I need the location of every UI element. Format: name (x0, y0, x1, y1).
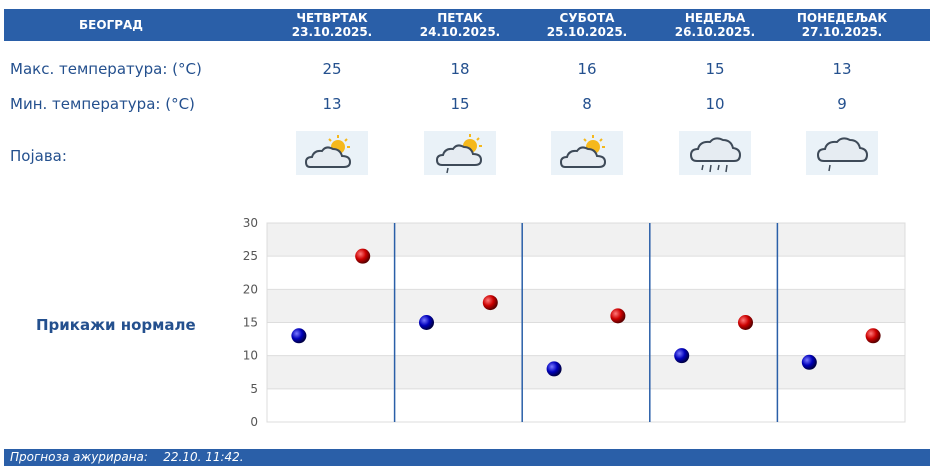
rain-cloud-icon (679, 131, 751, 175)
min-temp-point (801, 354, 817, 370)
max-temp-label: Макс. температура: (°C) (10, 60, 202, 78)
day-name: НЕДЕЉА (684, 11, 746, 25)
day-name: ЧЕТВРТАК (296, 11, 368, 25)
y-tick-label: 30 (243, 216, 258, 230)
day-date: 26.10.2025. (674, 25, 756, 39)
max-temp-point (355, 248, 371, 264)
max-temp-value: 15 (705, 60, 725, 78)
grid-band (267, 355, 905, 389)
min-temp-value: 13 (322, 95, 342, 113)
partly-cloudy-icon (551, 131, 623, 175)
min-temp-value: 15 (450, 95, 470, 113)
show-normals-link[interactable]: Прикажи нормале (36, 316, 196, 334)
day-date: 23.10.2025. (291, 25, 373, 39)
min-temp-value: 10 (705, 95, 725, 113)
grid-band (267, 289, 905, 323)
max-temp-value: 16 (577, 60, 597, 78)
day-name: ПОНЕДЕЉАК (796, 11, 888, 25)
grid-band (267, 388, 905, 422)
day-header-1: ЧЕТВРТАК 23.10.2025. (277, 9, 387, 41)
day-name: ПЕТАК (437, 11, 483, 25)
partly-cloudy-icon (296, 131, 368, 175)
y-tick-label: 25 (243, 249, 258, 263)
max-temp-point (865, 328, 881, 344)
day-name: СУБОТА (559, 11, 615, 25)
day-date: 25.10.2025. (546, 25, 628, 39)
y-tick-label: 5 (250, 382, 258, 396)
day-date: 27.10.2025. (801, 25, 883, 39)
max-temp-point (738, 315, 753, 330)
day-date: 24.10.2025. (419, 25, 501, 39)
drizzle-cloud-icon (806, 131, 878, 175)
header-bar (4, 9, 930, 41)
phenomenon-label: Појава: (10, 147, 67, 165)
max-temp-value: 25 (322, 60, 342, 78)
day-header-2: ПЕТАК 24.10.2025. (405, 9, 515, 41)
y-tick-label: 0 (250, 415, 258, 429)
update-time: 22.10. 11:42. (163, 450, 244, 464)
grid-band (267, 322, 905, 356)
min-temp-value: 8 (582, 95, 592, 113)
min-temp-point (419, 315, 434, 330)
min-temp-point (546, 361, 562, 377)
y-tick-label: 20 (243, 282, 258, 296)
min-temp-value: 9 (837, 95, 847, 113)
day-header-3: СУБОТА 25.10.2025. (532, 9, 642, 41)
y-tick-label: 15 (243, 316, 258, 330)
update-footer: Прогноза ажурирана: 22.10. 11:42. (4, 449, 930, 466)
update-label: Прогноза ажурирана: (10, 450, 148, 464)
min-temp-point (674, 348, 690, 364)
day-header-4: НЕДЕЉА 26.10.2025. (660, 9, 770, 41)
max-temp-value: 13 (832, 60, 852, 78)
plot-border (266, 222, 906, 423)
min-temp-point (291, 328, 307, 344)
partly-cloudy-drizzle-icon (424, 131, 496, 175)
min-temp-label: Мин. температура: (°C) (10, 95, 195, 113)
grid-band (267, 223, 905, 257)
grid-band (267, 256, 905, 290)
max-temp-point (482, 295, 498, 311)
city-name: БЕОГРАД (79, 18, 143, 32)
y-tick-label: 10 (243, 349, 258, 363)
day-header-5: ПОНЕДЕЉАК 27.10.2025. (787, 9, 897, 41)
max-temp-value: 18 (450, 60, 470, 78)
max-temp-point (610, 308, 626, 324)
